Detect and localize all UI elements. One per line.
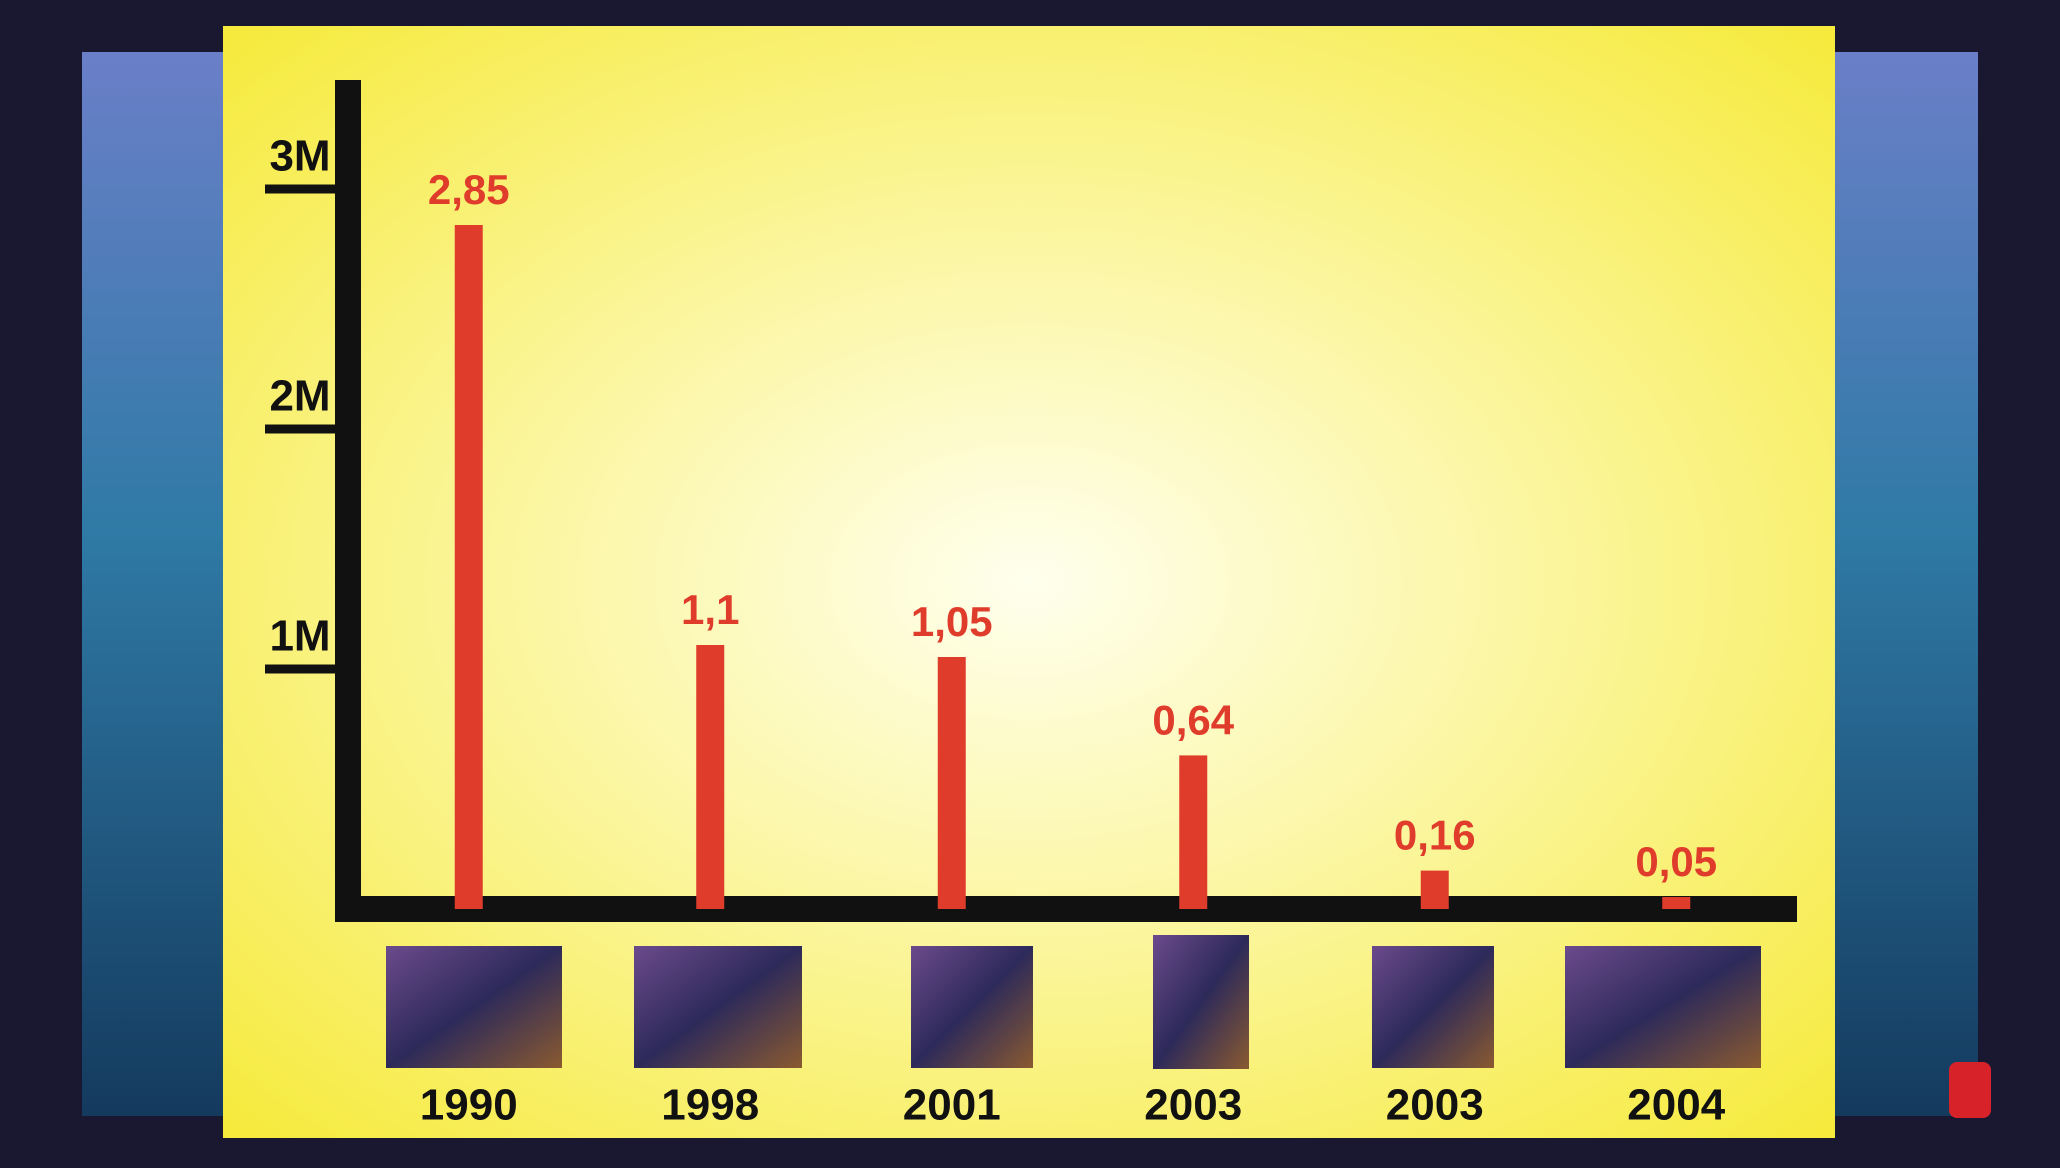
value-label: 2,85 xyxy=(428,166,510,213)
game-covers xyxy=(386,935,1761,1069)
cover xyxy=(386,946,562,1068)
x-tick-label: 1998 xyxy=(661,1081,759,1130)
x-tick-label: 1990 xyxy=(420,1081,518,1130)
value-label: 1,05 xyxy=(911,598,993,645)
cover xyxy=(634,946,802,1068)
bar xyxy=(1420,870,1449,909)
cover xyxy=(1153,935,1249,1069)
value-label: 0,64 xyxy=(1152,696,1234,743)
y-tick-label: 3M xyxy=(269,132,330,181)
bar xyxy=(1662,897,1691,909)
cover xyxy=(1372,946,1494,1068)
y-tick-label: 2M xyxy=(269,372,330,421)
bar xyxy=(1179,755,1208,909)
x-tick-label: 2004 xyxy=(1627,1081,1725,1130)
y-tick-label: 1M xyxy=(269,612,330,661)
cover xyxy=(1565,946,1761,1068)
value-label: 1,1 xyxy=(681,586,739,633)
subscribe-badge[interactable] xyxy=(1949,1062,1991,1118)
bar xyxy=(696,645,725,909)
y-axis xyxy=(335,80,361,922)
value-label: 0,05 xyxy=(1635,838,1717,885)
x-axis xyxy=(335,896,1797,922)
bar xyxy=(454,225,483,909)
bar xyxy=(937,657,966,909)
x-tick-label: 2003 xyxy=(1386,1081,1484,1130)
cover xyxy=(911,946,1033,1068)
x-tick-label: 2003 xyxy=(1144,1081,1242,1130)
x-tick-label: 2001 xyxy=(903,1081,1001,1130)
value-label: 0,16 xyxy=(1394,812,1476,859)
